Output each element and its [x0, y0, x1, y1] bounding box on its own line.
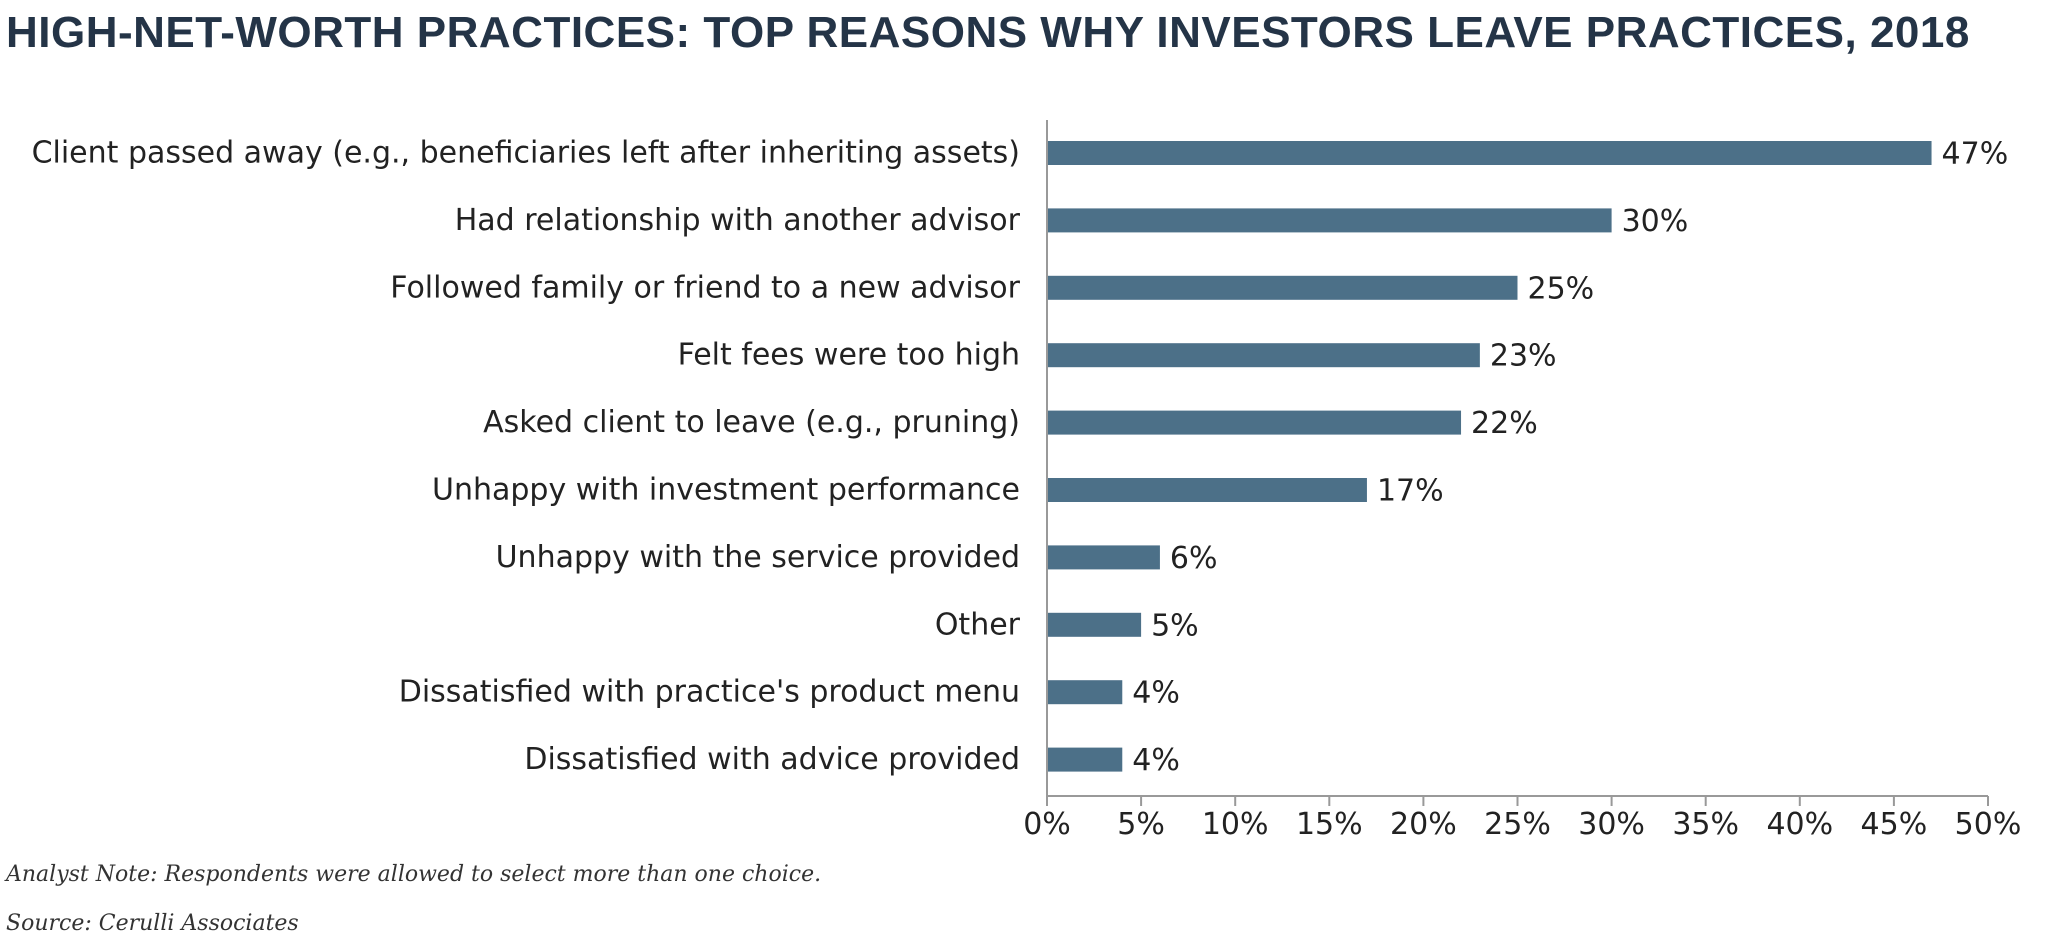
- category-label: Dissatisfied with advice provided: [524, 742, 1020, 777]
- value-label: 5%: [1151, 608, 1199, 643]
- bar: [1047, 141, 1932, 165]
- bar: [1047, 545, 1160, 570]
- x-tick-label: 5%: [1117, 807, 1165, 842]
- category-label: Unhappy with the service provided: [496, 540, 1020, 575]
- value-label: 4%: [1132, 676, 1180, 711]
- source-note: Source: Cerulli Associates: [6, 911, 299, 936]
- category-label: Had relationship with another advisor: [455, 203, 1021, 238]
- value-label: 25%: [1528, 271, 1595, 306]
- x-tick-label: 35%: [1672, 807, 1739, 842]
- bar: [1047, 208, 1612, 233]
- category-label: Followed family or friend to a new advis…: [390, 270, 1020, 305]
- category-label: Asked client to leave (e.g., pruning): [483, 405, 1020, 440]
- chart-title: HIGH-NET-WORTH PRACTICES: TOP REASONS WH…: [6, 8, 1970, 57]
- value-label: 22%: [1471, 406, 1538, 441]
- x-tick-label: 10%: [1202, 807, 1269, 842]
- value-label: 17%: [1377, 474, 1444, 509]
- bars-layer: Client passed away (e.g., beneficiaries …: [32, 136, 2009, 779]
- value-label: 47%: [1942, 137, 2009, 172]
- x-tick-label: 20%: [1390, 807, 1457, 842]
- x-tick-label: 30%: [1578, 807, 1645, 842]
- value-label: 30%: [1622, 204, 1689, 239]
- category-label: Dissatisfied with practice's product men…: [399, 675, 1020, 710]
- category-label: Unhappy with investment performance: [432, 473, 1020, 508]
- bar: [1047, 478, 1367, 502]
- bar: [1047, 680, 1123, 705]
- x-tick-label: 0%: [1023, 807, 1071, 842]
- x-tick-label: 50%: [1955, 807, 2022, 842]
- bar: [1047, 343, 1480, 368]
- x-tick-label: 25%: [1484, 807, 1551, 842]
- axis-layer: 0% 5% 10% 15% 20% 25% 30% 35% 40% 45% 50%: [1023, 120, 2021, 842]
- category-label: Client passed away (e.g., beneficiaries …: [32, 136, 1020, 171]
- x-tick-label: 45%: [1861, 807, 1928, 842]
- value-label: 4%: [1132, 743, 1180, 778]
- bar: [1047, 747, 1123, 772]
- value-label: 23%: [1490, 339, 1557, 374]
- category-label: Other: [935, 607, 1021, 642]
- bar: [1047, 275, 1518, 300]
- value-label: 6%: [1170, 541, 1218, 576]
- x-tick-label: 40%: [1766, 807, 1833, 842]
- analyst-note: Analyst Note: Respondents were allowed t…: [6, 862, 822, 887]
- bar: [1047, 410, 1462, 435]
- x-tick-label: 15%: [1296, 807, 1363, 842]
- category-label: Felt fees were too high: [678, 338, 1020, 373]
- bar: [1047, 612, 1142, 637]
